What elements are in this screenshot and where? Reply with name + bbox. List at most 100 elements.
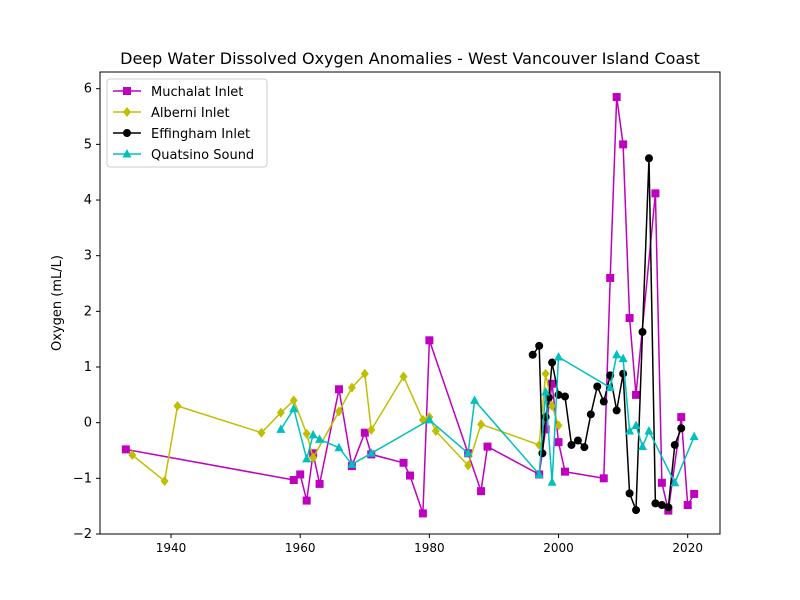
- y-axis-label: Oxygen (mL/L): [50, 255, 65, 351]
- data-point: [347, 459, 357, 468]
- data-point: [367, 424, 376, 435]
- data-point: [160, 476, 169, 487]
- data-point: [541, 387, 551, 396]
- data-point: [638, 441, 647, 451]
- data-point: [632, 506, 641, 515]
- data-point: [618, 353, 628, 363]
- data-point: [477, 419, 486, 430]
- data-point: [334, 406, 343, 417]
- data-point: [302, 428, 311, 439]
- axes: 1940 1960 1980 2000 2020 −2 −1 0 1 2 3 4 5 6: [73, 71, 721, 555]
- data-point: [483, 442, 492, 451]
- x-tick-label: 1940: [156, 541, 187, 555]
- y-tick-label: −2: [73, 527, 92, 542]
- data-point: [554, 351, 564, 361]
- data-point: [418, 509, 427, 518]
- y-tick-label: 0: [84, 416, 92, 431]
- data-point: [360, 368, 369, 379]
- data-point: [664, 503, 673, 512]
- data-point: [302, 496, 311, 505]
- data-point: [657, 501, 666, 510]
- data-point: [289, 476, 298, 485]
- data-point: [670, 477, 680, 487]
- data-point: [586, 410, 595, 419]
- data-point: [399, 371, 408, 382]
- data-point: [619, 369, 628, 378]
- data-point: [276, 424, 286, 433]
- legend-marker: [123, 107, 131, 117]
- y-tick-label: −1: [73, 471, 92, 486]
- data-point: [573, 436, 582, 445]
- data-point: [605, 382, 615, 392]
- data-point: [612, 406, 621, 415]
- data-point: [538, 449, 547, 458]
- data-point: [651, 499, 660, 508]
- data-point: [399, 458, 408, 467]
- data-point: [470, 395, 480, 404]
- data-point: [670, 440, 679, 449]
- legend-label: Effingham Inlet: [151, 127, 250, 142]
- data-point: [606, 273, 615, 282]
- data-point: [315, 434, 325, 443]
- data-point: [334, 442, 344, 452]
- legend-entry: Alberni Inlet: [113, 106, 230, 121]
- data-point: [593, 382, 602, 391]
- data-point: [625, 426, 635, 435]
- data-point: [366, 448, 376, 457]
- data-point: [289, 403, 299, 413]
- data-point: [638, 327, 647, 336]
- data-point: [548, 379, 557, 388]
- data-point: [424, 414, 434, 424]
- x-tick-label: 2000: [543, 541, 574, 555]
- data-point: [425, 336, 434, 345]
- data-point: [334, 385, 343, 394]
- data-point: [534, 469, 544, 478]
- legend-box: [106, 78, 268, 168]
- data-point: [644, 154, 653, 163]
- data-point: [276, 407, 285, 418]
- data-point: [599, 474, 608, 483]
- data-point: [541, 425, 550, 434]
- data-point: [547, 477, 557, 486]
- data-point: [657, 478, 666, 487]
- data-point: [625, 314, 634, 323]
- data-point: [541, 368, 550, 379]
- data-point: [631, 420, 641, 429]
- data-point: [347, 382, 356, 393]
- legend-label: Quatsino Sound: [151, 148, 254, 163]
- data-point: [554, 420, 563, 431]
- data-point: [561, 467, 569, 476]
- data-point: [554, 438, 563, 447]
- data-point: [535, 341, 544, 350]
- y-tick-label: 5: [84, 137, 92, 152]
- data-point: [296, 470, 305, 479]
- data-point: [406, 471, 414, 480]
- data-point: [431, 426, 440, 437]
- x-tick-label: 1980: [414, 541, 445, 555]
- series-line: [125, 96, 695, 515]
- data-point: [302, 453, 312, 463]
- data-point: [463, 448, 473, 457]
- data-point: [289, 395, 298, 406]
- chart-title: Deep Water Dissolved Oxygen Anomalies - …: [120, 49, 700, 68]
- y-tick-label: 3: [84, 249, 92, 264]
- series-quatsino-sound: [276, 349, 699, 487]
- series-line: [532, 157, 682, 511]
- legend-entry: Quatsino Sound: [113, 148, 254, 163]
- series-alberni-inlet: [128, 368, 563, 487]
- data-point: [689, 431, 699, 441]
- data-point: [528, 350, 537, 359]
- axes-frame: [99, 71, 721, 535]
- data-point: [632, 390, 641, 399]
- series-muchalat-inlet: [121, 93, 699, 518]
- data-point: [173, 400, 182, 411]
- data-point: [612, 93, 621, 102]
- data-point: [315, 479, 324, 488]
- data-point: [625, 489, 634, 498]
- data-point: [561, 392, 569, 401]
- x-tick-label: 1960: [285, 541, 316, 555]
- legend: Muchalat Inlet Alberni Inlet Effingham Inl…: [106, 78, 268, 168]
- data-point: [612, 349, 622, 359]
- data-point: [619, 140, 628, 149]
